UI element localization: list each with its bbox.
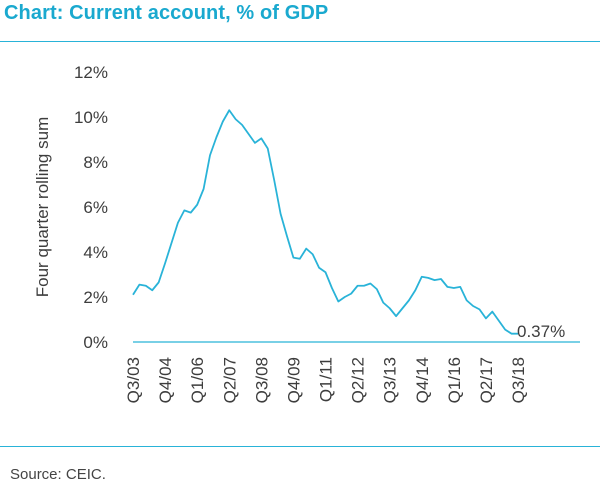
x-tick-label: Q2/07	[220, 357, 239, 403]
x-tick-label: Q3/13	[381, 357, 400, 403]
y-axis-ticks: 0% 2% 4% 6% 8% 10% 12%	[74, 63, 108, 352]
y-tick-label: 12%	[74, 63, 108, 82]
x-tick-label: Q1/11	[317, 357, 336, 402]
x-tick-label: Q3/08	[252, 357, 271, 403]
x-axis-ticks: Q3/03 Q4/04 Q1/06 Q2/07 Q3/08 Q4/09 Q1/11 Q2/12…	[124, 357, 528, 403]
x-tick-label: Q2/17	[477, 357, 496, 403]
x-tick-label: Q2/12	[349, 357, 368, 403]
line-chart: 0%2%4%6%8%10%12% Q3/03 Q4/04 Q1/06 Q2/07 Q3/…	[33, 63, 580, 403]
x-tick-label: Q4/09	[284, 357, 303, 403]
source-note: Source: CEIC.	[10, 466, 106, 483]
y-tick-label: 6%	[83, 198, 108, 217]
footer-divider	[0, 446, 600, 447]
y-tick-label: 10%	[74, 108, 108, 127]
x-tick-label: Q3/03	[124, 357, 143, 403]
x-tick-label: Q4/04	[156, 357, 175, 403]
y-tick-label: 4%	[83, 243, 108, 262]
chart-title: Chart: Current account, % of GDP	[4, 2, 329, 24]
y-axis-label: Four quarter rolling sum	[33, 117, 52, 297]
series-line	[132, 109, 518, 335]
x-tick-label: Q1/16	[445, 357, 464, 403]
x-tick-label: Q3/18	[509, 357, 528, 403]
title-divider	[0, 41, 600, 42]
y-tick-label: 2%	[83, 288, 108, 307]
x-tick-label: Q1/06	[188, 357, 207, 403]
y-tick-label: 0%	[83, 333, 108, 352]
end-value-annotation: 0.37%	[517, 322, 565, 341]
x-tick-label: Q4/14	[413, 357, 432, 403]
y-tick-label: 8%	[83, 153, 108, 172]
